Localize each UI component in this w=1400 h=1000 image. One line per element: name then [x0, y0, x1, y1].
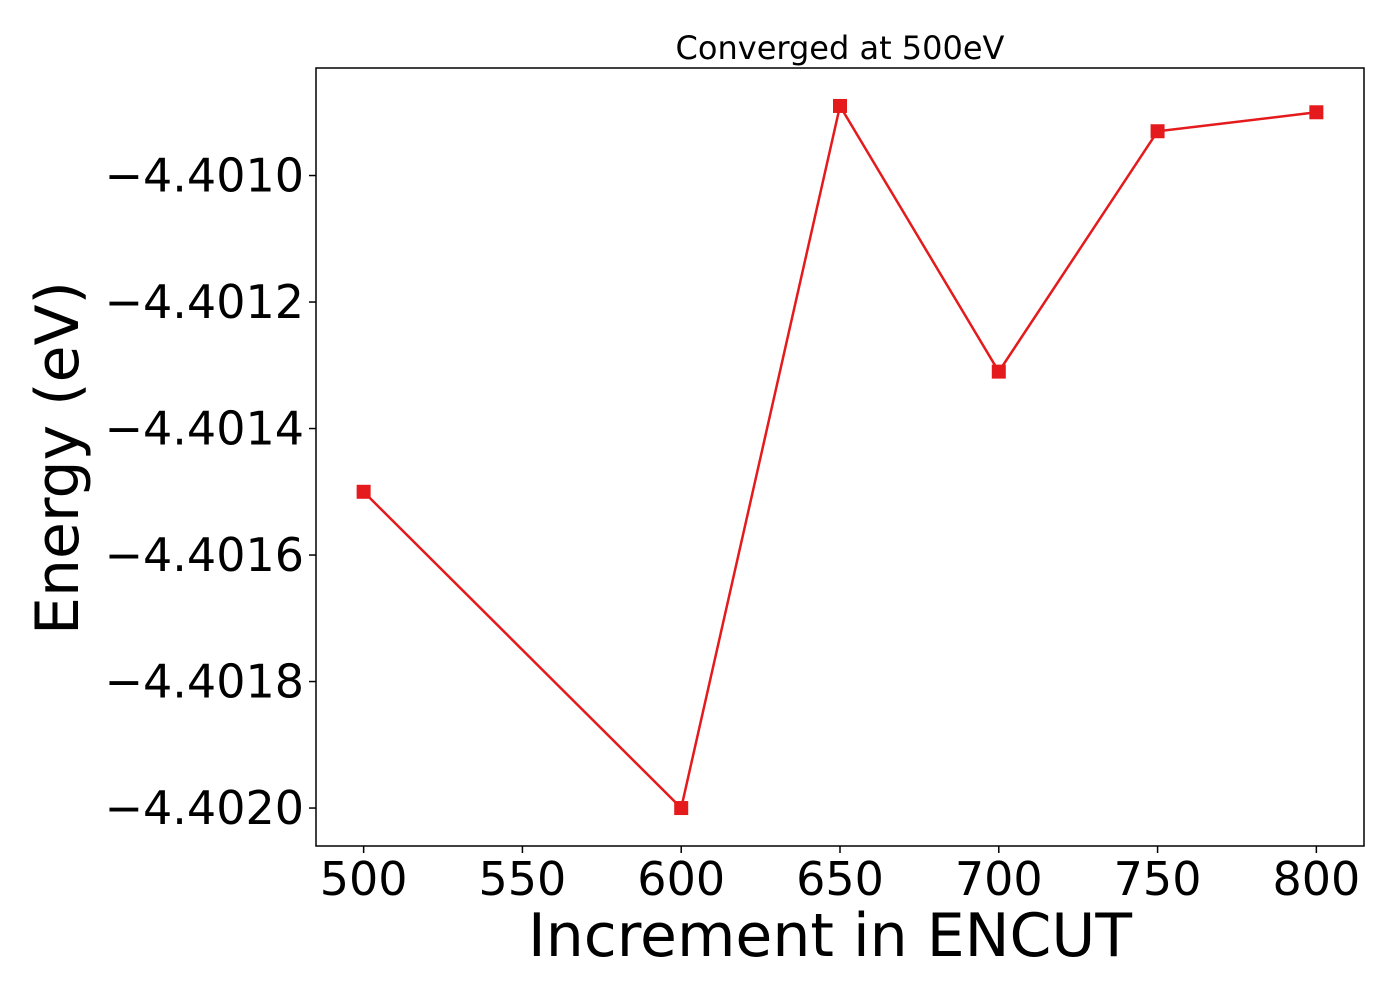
data-point	[1150, 124, 1165, 139]
x-tick-label: 800	[1272, 852, 1360, 906]
y-tick-label: −4.4020	[105, 781, 305, 835]
x-axis: 500 550 600 650 700 750 800	[320, 846, 1360, 906]
y-axis: −4.4010 −4.4012 −4.4014 −4.4016 −4.4018 −4.40…	[105, 149, 316, 835]
x-tick-label: 750	[1114, 852, 1202, 906]
data-point	[356, 484, 371, 499]
data-point	[1309, 105, 1324, 120]
y-tick-label: −4.4012	[105, 275, 305, 329]
series-layer	[356, 98, 1324, 816]
y-tick-label: −4.4018	[105, 655, 305, 709]
data-point	[674, 801, 689, 816]
x-tick-label: 550	[479, 852, 567, 906]
series-line	[362, 102, 1317, 811]
y-axis-label: Energy (eV)	[23, 281, 93, 635]
plot-frame	[315, 67, 1365, 847]
x-tick-label: 600	[637, 852, 725, 906]
y-tick-label: −4.4010	[105, 149, 305, 203]
y-tick-label: −4.4014	[105, 402, 305, 456]
data-point	[991, 364, 1006, 379]
x-tick-label: 500	[320, 852, 408, 906]
x-axis-label: Increment in ENCUT	[528, 901, 1132, 971]
chart-title: Converged at 500eV	[676, 29, 1005, 67]
y-tick-label: −4.4016	[105, 528, 305, 582]
x-tick-label: 700	[955, 852, 1043, 906]
data-point	[833, 98, 847, 113]
x-tick-label: 650	[796, 852, 884, 906]
